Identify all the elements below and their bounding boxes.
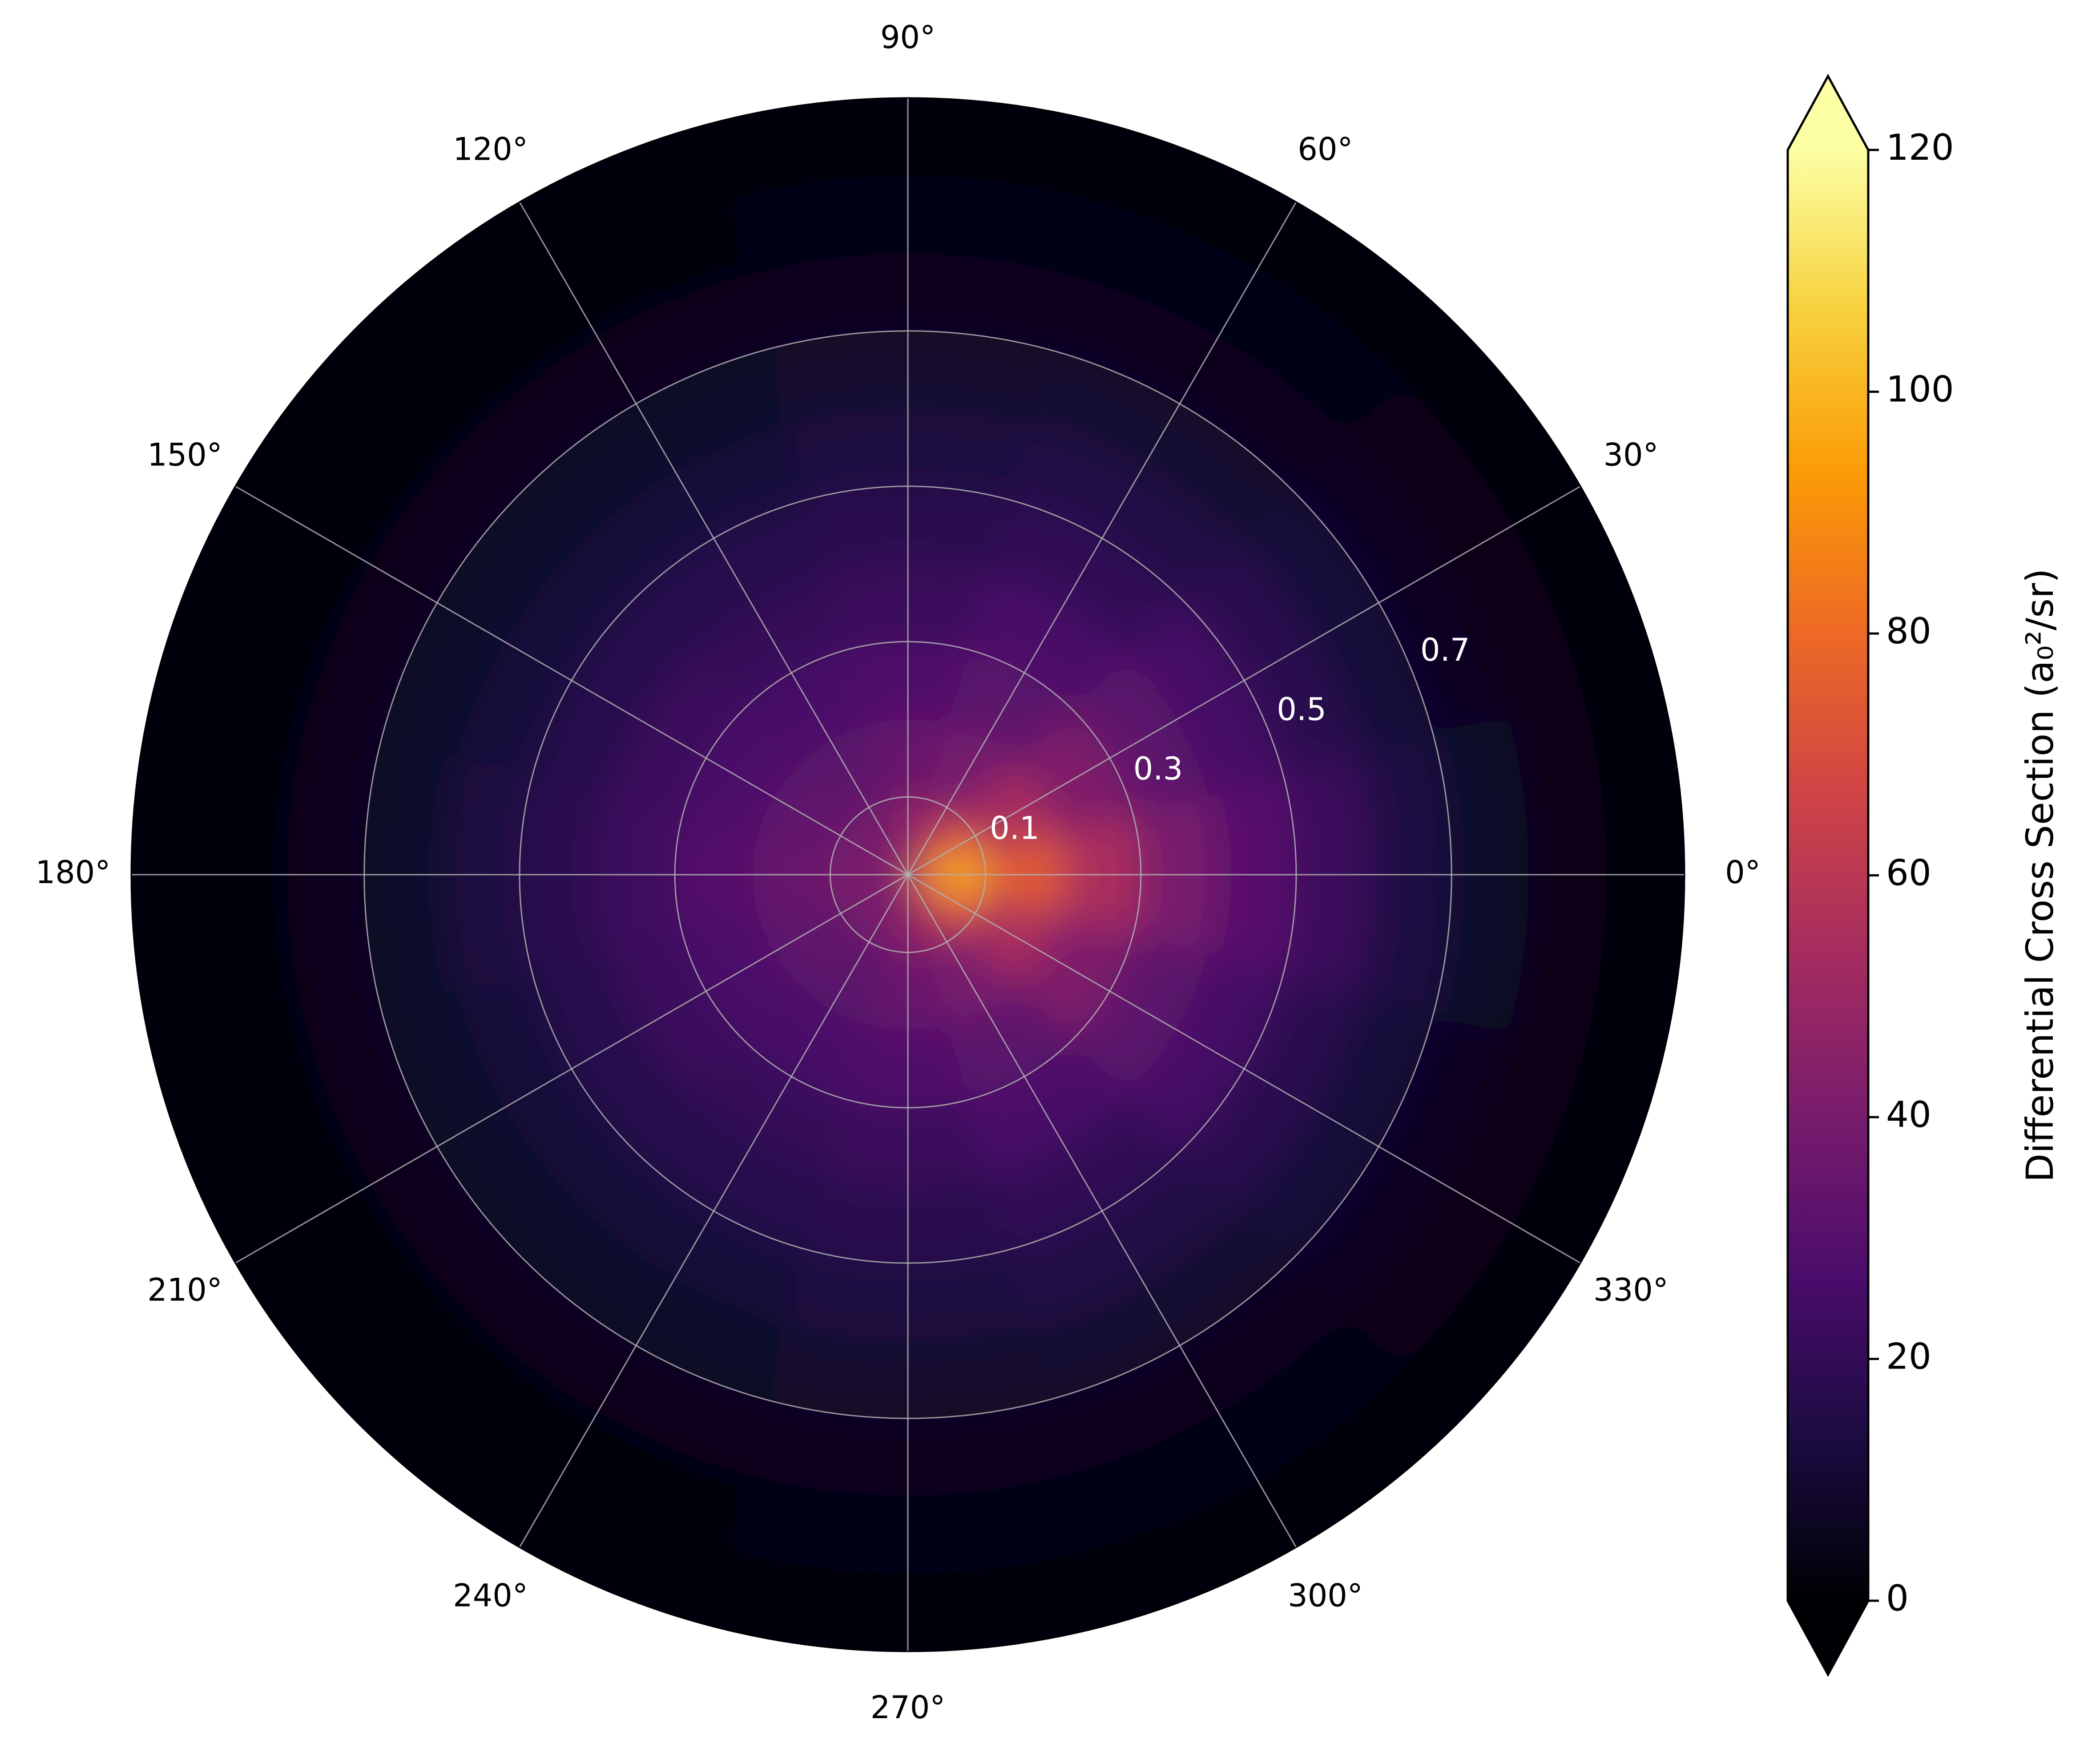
theta-tick-label: 240° [453, 1578, 528, 1614]
colorbar-tick-label: 0 [1886, 1578, 1909, 1619]
theta-tick-label: 270° [871, 1689, 946, 1726]
colorbar: 0 20 40 60 80 100 120 Differential Cross Sectio… [1786, 73, 2062, 1677]
theta-tick-label: 300° [1288, 1578, 1363, 1614]
colorbar-tick-label: 80 [1886, 610, 1931, 652]
colorbar-extend-min [1788, 1601, 1868, 1675]
theta-tick-label: 120° [453, 131, 528, 168]
r-grid-line [829, 796, 987, 953]
theta-tick-label: 30° [1603, 437, 1658, 473]
r-grid-line [519, 485, 1297, 1264]
colorbar-tick-label: 20 [1886, 1336, 1931, 1377]
theta-tick-label: 150° [147, 437, 222, 473]
colorbar-tick-label: 120 [1886, 127, 1954, 168]
r-tick-label: 0.1 [990, 810, 1039, 847]
r-tick-label: 0.5 [1277, 691, 1326, 727]
theta-tick-label: 180° [36, 854, 111, 891]
colorbar-tick-label: 100 [1886, 368, 1954, 410]
plot-boundary [130, 97, 1685, 1652]
colorbar-label: Differential Cross Section (a₀²/sr) [2018, 569, 2062, 1183]
r-grid-line [363, 330, 1452, 1419]
grid [130, 97, 1685, 1652]
theta-tick-label: 60° [1298, 131, 1353, 168]
theta-tick-label: 0° [1725, 854, 1761, 891]
theta-tick-label: 210° [147, 1272, 222, 1308]
colorbar-extend-max [1788, 76, 1868, 150]
r-grid-line [674, 641, 1142, 1109]
theta-tick-label: 330° [1593, 1272, 1669, 1308]
labels: 0° 30° 60° 90° 120° 150° 180° 210° 240° 270° 300° 3… [36, 19, 1761, 1726]
colorbar-gradient [1788, 150, 1868, 1601]
theta-tick-label: 90° [880, 19, 935, 56]
colorbar-tick-label: 60 [1886, 852, 1931, 893]
r-tick-label: 0.7 [1420, 632, 1470, 668]
colorbar-tick-label: 40 [1886, 1094, 1931, 1135]
r-tick-label: 0.3 [1133, 751, 1183, 787]
